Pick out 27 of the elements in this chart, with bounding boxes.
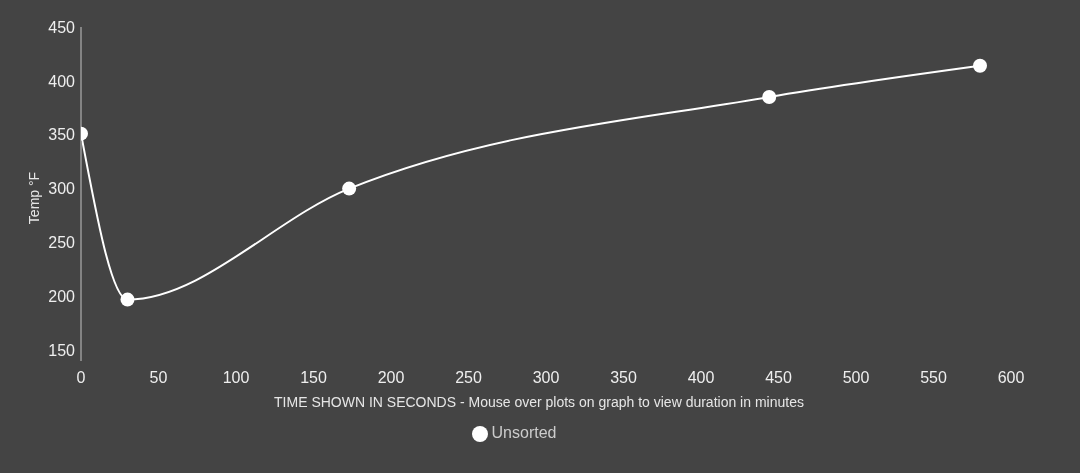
x-tick-label: 250 xyxy=(455,369,482,387)
y-tick-label: 350 xyxy=(48,126,76,144)
x-tick-label: 500 xyxy=(842,369,870,387)
point xyxy=(973,58,987,73)
y-tick-label: 250 xyxy=(48,234,76,252)
x-tick-label: 600 xyxy=(997,369,1025,387)
x-tick-label: 50 xyxy=(149,369,168,387)
x-tick-label: 300 xyxy=(532,369,560,387)
y-axis-title: Temp °F xyxy=(26,171,42,225)
y-tick-label: 300 xyxy=(48,180,76,198)
point xyxy=(762,90,777,105)
x-tick-label: 150 xyxy=(300,369,327,387)
y-tick-label: 450 xyxy=(48,18,76,36)
x-tick-label: 400 xyxy=(687,369,715,387)
x-axis-title: TIME SHOWN IN SECONDS - Mouse over plots on graph to view duration in minutes xyxy=(274,394,804,410)
y-tick-label: 150 xyxy=(48,341,76,359)
x-tick-label: 550 xyxy=(920,369,947,387)
x-tick-label: 0 xyxy=(76,369,86,387)
y-tick-label: 400 xyxy=(48,72,76,90)
x-tick-label: 100 xyxy=(222,369,250,387)
x-tick-label: 450 xyxy=(765,369,792,387)
x-tick-label: 200 xyxy=(377,369,405,387)
point xyxy=(342,181,357,196)
x-tick-label: 350 xyxy=(610,369,637,387)
y-tick-label: 200 xyxy=(48,288,76,306)
point xyxy=(120,292,135,307)
legend-label: Unsorted xyxy=(491,424,557,441)
